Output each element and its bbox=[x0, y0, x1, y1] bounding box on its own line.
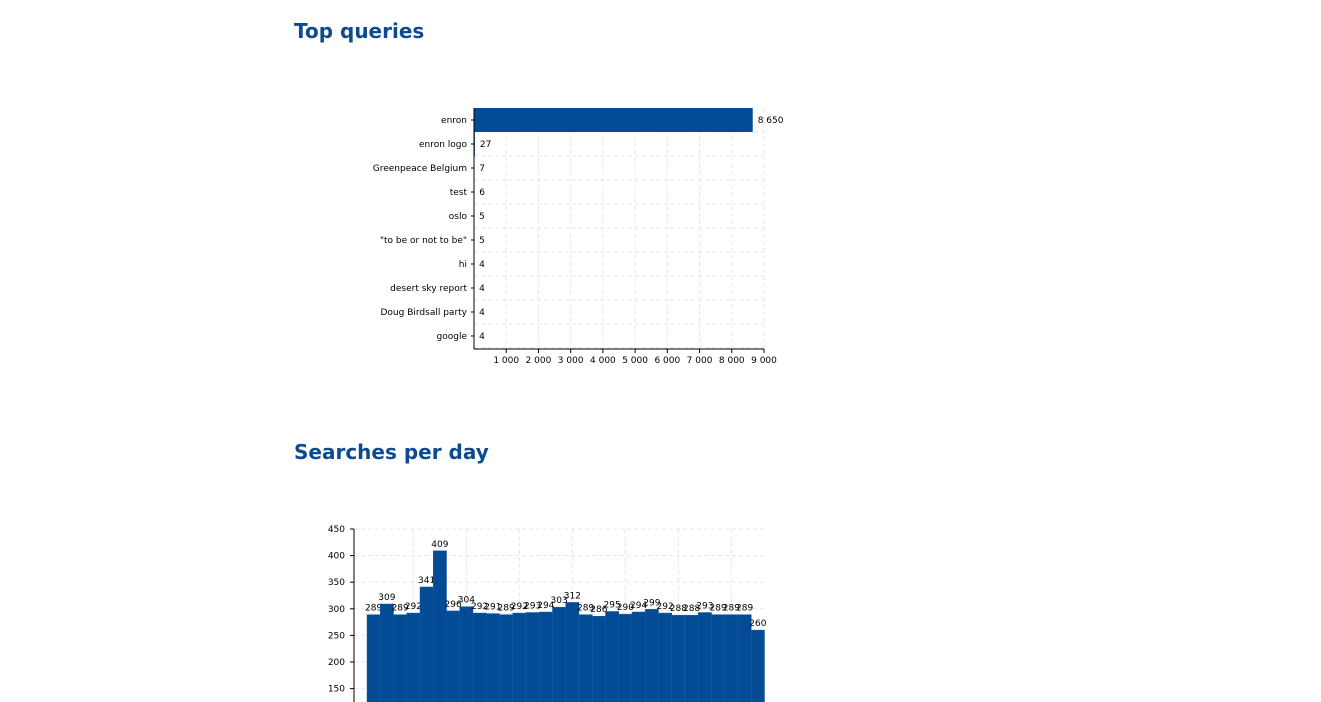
top-queries-title: Top queries bbox=[294, 19, 425, 43]
y-tick-label: 350 bbox=[328, 578, 345, 588]
data-label: 294 bbox=[537, 601, 554, 611]
data-label: 7 bbox=[479, 164, 485, 174]
bar bbox=[366, 614, 381, 702]
bar bbox=[684, 614, 699, 702]
y-tick-label: 450 bbox=[328, 525, 345, 535]
x-tick-label: 2 000 bbox=[526, 356, 552, 366]
data-label: 409 bbox=[431, 540, 448, 550]
y-tick-label: 300 bbox=[328, 605, 345, 615]
category-label: test bbox=[450, 188, 468, 198]
data-label: 341 bbox=[418, 576, 435, 586]
y-tick-label: 250 bbox=[328, 631, 345, 641]
category-label: hi bbox=[459, 260, 467, 270]
bar bbox=[446, 610, 460, 702]
data-label: 27 bbox=[480, 140, 491, 150]
bar bbox=[474, 108, 753, 132]
data-label: 304 bbox=[458, 596, 475, 606]
data-label: 8 650 bbox=[758, 116, 784, 126]
data-label: 4 bbox=[479, 284, 485, 294]
data-label: 289 bbox=[577, 604, 594, 614]
bar bbox=[751, 629, 765, 702]
data-label: 312 bbox=[564, 591, 581, 601]
bar bbox=[671, 614, 686, 702]
data-label: 4 bbox=[479, 260, 485, 270]
data-label: 5 bbox=[479, 212, 485, 222]
data-label: 303 bbox=[551, 596, 568, 606]
data-label: 4 bbox=[479, 332, 485, 342]
bar bbox=[618, 613, 633, 702]
bar bbox=[592, 615, 606, 702]
bar bbox=[698, 612, 712, 702]
bar bbox=[631, 611, 646, 702]
bar bbox=[525, 612, 540, 702]
bar bbox=[578, 614, 593, 702]
bar bbox=[512, 612, 527, 702]
bar bbox=[724, 614, 739, 702]
bar bbox=[499, 614, 513, 702]
data-label: 294 bbox=[630, 601, 647, 611]
x-tick-label: 5 000 bbox=[622, 356, 648, 366]
category-label: "to be or not to be" bbox=[380, 236, 467, 246]
bar bbox=[565, 602, 580, 702]
x-tick-label: 1 000 bbox=[493, 356, 519, 366]
data-label: 292 bbox=[405, 602, 422, 612]
bar bbox=[658, 612, 672, 702]
data-label: 293 bbox=[696, 602, 713, 612]
data-label: 292 bbox=[471, 602, 488, 612]
data-label: 289 bbox=[723, 604, 740, 614]
data-label: 288 bbox=[670, 604, 687, 614]
data-label: 289 bbox=[392, 604, 409, 614]
data-label: 292 bbox=[511, 602, 528, 612]
category-label: Doug Birdsall party bbox=[381, 308, 468, 318]
data-label: 6 bbox=[479, 188, 485, 198]
data-label: 286 bbox=[590, 605, 607, 615]
data-label: 291 bbox=[484, 603, 501, 613]
bar bbox=[406, 612, 421, 702]
data-label: 290 bbox=[617, 603, 634, 613]
category-label: enron logo bbox=[419, 140, 468, 150]
y-tick-label: 400 bbox=[328, 552, 345, 562]
category-label: google bbox=[437, 332, 468, 342]
data-label: 288 bbox=[683, 604, 700, 614]
category-label: desert sky report bbox=[390, 284, 467, 294]
data-label: 295 bbox=[604, 600, 621, 610]
searches-per-day-title: Searches per day bbox=[294, 440, 489, 464]
x-tick-label: 4 000 bbox=[590, 356, 616, 366]
y-tick-label: 150 bbox=[328, 685, 345, 695]
x-tick-label: 9 000 bbox=[751, 356, 777, 366]
data-label: 289 bbox=[710, 604, 727, 614]
data-label: 293 bbox=[524, 602, 541, 612]
data-label: 289 bbox=[498, 604, 515, 614]
data-label: 296 bbox=[445, 600, 462, 610]
bar bbox=[433, 550, 447, 702]
category-label: Greenpeace Belgium bbox=[373, 164, 467, 174]
data-label: 260 bbox=[749, 619, 766, 629]
bar bbox=[459, 606, 474, 702]
bar bbox=[472, 612, 487, 702]
bar bbox=[486, 613, 500, 702]
bar bbox=[552, 606, 566, 702]
data-label: 4 bbox=[479, 308, 485, 318]
bar bbox=[711, 614, 725, 702]
x-tick-label: 8 000 bbox=[719, 356, 745, 366]
bar bbox=[645, 609, 659, 702]
category-label: enron bbox=[441, 116, 467, 126]
x-tick-label: 7 000 bbox=[687, 356, 713, 366]
data-label: 289 bbox=[736, 604, 753, 614]
data-label: 309 bbox=[378, 593, 395, 603]
bar bbox=[419, 586, 434, 702]
data-label: 299 bbox=[643, 598, 660, 608]
x-tick-label: 3 000 bbox=[558, 356, 584, 366]
x-tick-label: 6 000 bbox=[654, 356, 680, 366]
bar bbox=[393, 614, 407, 702]
data-label: 5 bbox=[479, 236, 485, 246]
bar bbox=[539, 611, 553, 702]
bar bbox=[380, 603, 394, 702]
y-tick-label: 200 bbox=[328, 658, 345, 668]
data-label: 292 bbox=[657, 602, 674, 612]
bar bbox=[605, 611, 619, 702]
data-label: 289 bbox=[365, 604, 382, 614]
category-label: oslo bbox=[449, 212, 468, 222]
